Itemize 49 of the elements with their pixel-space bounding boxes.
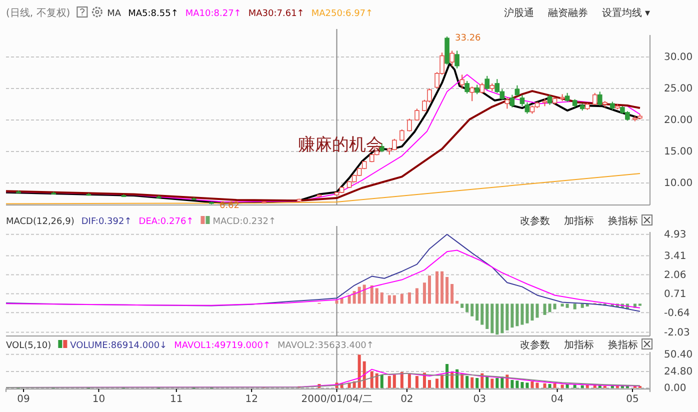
text: 改参数 xyxy=(520,339,550,351)
text: MA10:8.27↑ xyxy=(185,9,242,19)
text: MA5:8.55↑ xyxy=(128,9,178,19)
y-tick-label: 30.00 xyxy=(664,52,693,64)
legend-title: MA xyxy=(107,9,122,19)
y-tick-label: -2.03 xyxy=(664,327,690,338)
y-tick-label: 4.93 xyxy=(664,230,686,241)
y-tick-label: 0.00 xyxy=(664,383,686,394)
x-tick-label: 2000/01/04/二 xyxy=(301,394,372,406)
y-tick-label: 20.00 xyxy=(664,115,693,126)
y-tick-label: 0.71 xyxy=(664,288,686,300)
chart-subtitle: (日线, 不复权) xyxy=(6,7,70,19)
x-tick-label: 05 xyxy=(626,394,639,406)
x-tick-label: 03 xyxy=(473,394,486,406)
legend-label: MACD:0.232↑ xyxy=(212,217,276,227)
y-tick-label: 15.00 xyxy=(664,146,693,158)
text: 设置均线 ▾ xyxy=(602,7,650,19)
text: MAVOL2:35633.400↑ xyxy=(278,341,374,351)
text: 换指标 xyxy=(608,339,638,351)
x-tick-label: 04 xyxy=(550,394,564,406)
text: 加指标 xyxy=(564,215,594,227)
x-tick-label: 10 xyxy=(92,394,106,406)
legend-label: VOLUME:86914.000↓ xyxy=(70,341,168,351)
y-tick-label: 24.80 xyxy=(664,366,693,378)
text: 融资融券 xyxy=(548,7,588,19)
text: MAVOL1:49719.000↑ xyxy=(174,341,271,351)
text: MA250:6.97↑ xyxy=(311,9,374,19)
y-tick-label: 50.40 xyxy=(664,350,693,361)
annotation: 33.26 xyxy=(455,34,482,44)
annotation: 赚麻的机会 xyxy=(298,135,383,155)
text: DEA:0.276↑ xyxy=(138,217,194,227)
x-tick-label: 12 xyxy=(245,394,258,406)
text: MA30:7.61↑ xyxy=(248,9,304,19)
text: 换指标 xyxy=(608,215,638,227)
annotation: 6.62 xyxy=(219,201,240,212)
text: 沪股通 xyxy=(504,7,534,19)
y-tick-label: 3.41 xyxy=(664,250,686,262)
x-tick-label: 02 xyxy=(400,394,414,406)
y-tick-label: 10.00 xyxy=(664,178,693,190)
y-tick-label: 2.06 xyxy=(664,270,686,281)
text: 改参数 xyxy=(520,215,550,227)
chart-title: VOL(5,10) xyxy=(6,341,52,351)
chart-title: MACD(12,26,9) xyxy=(6,217,74,227)
y-tick-label: -0.64 xyxy=(664,308,690,319)
x-tick-label: 11 xyxy=(170,394,183,406)
y-tick-label: 25.00 xyxy=(664,84,693,95)
x-tick-label: 09 xyxy=(17,394,30,406)
text: 加指标 xyxy=(564,339,594,351)
text: DIF:0.392↑ xyxy=(81,217,132,227)
